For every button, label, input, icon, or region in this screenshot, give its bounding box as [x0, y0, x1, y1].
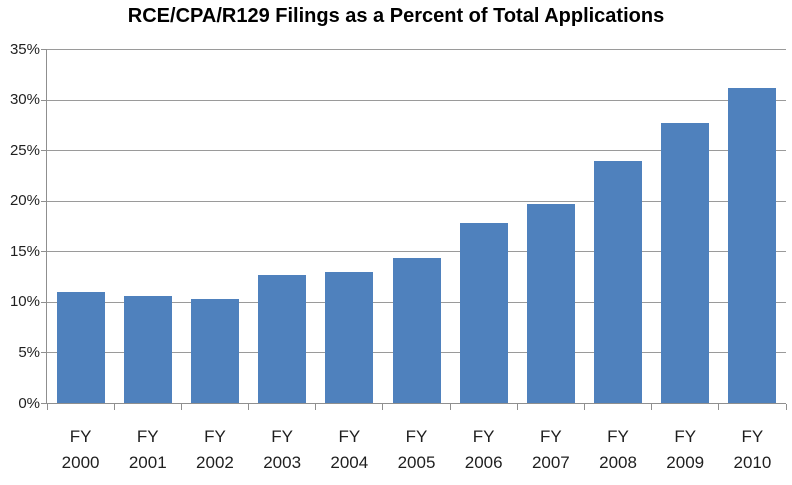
x-axis-tick	[516, 403, 518, 410]
y-axis-tick-label: 25%	[9, 141, 40, 159]
y-axis-tick	[41, 99, 47, 101]
x-axis-line	[46, 403, 786, 404]
y-axis-tick-label: 20%	[9, 192, 40, 210]
x-axis-tick	[449, 403, 451, 410]
y-axis-tick-label: 35%	[9, 40, 40, 58]
x-axis-tick-label-line: 2001	[128, 453, 167, 472]
bar-fy-2004	[325, 272, 374, 404]
y-axis-tick	[41, 301, 47, 303]
x-axis-tick-label-line: 2007	[531, 453, 570, 472]
x-axis-tick-label: FY 2003	[249, 424, 316, 476]
y-axis-tick	[41, 200, 47, 202]
x-axis-tick-label-line: FY	[674, 427, 697, 446]
x-axis-tick-label-line: FY	[607, 427, 629, 446]
x-axis-tick-label-line: FY	[405, 427, 428, 446]
y-gridline	[47, 251, 786, 253]
x-axis-tick-label-line: 2005	[397, 453, 436, 472]
bar-fy-2010	[728, 87, 777, 404]
y-axis-line	[46, 49, 47, 404]
y-axis-tick	[41, 352, 47, 354]
x-axis-tick-label: FY 2006	[450, 424, 517, 476]
x-axis-tick-label: FY 2009	[652, 424, 719, 476]
x-axis-tick-label: FY 2007	[517, 424, 584, 476]
bar-fy-2008	[594, 160, 643, 404]
bar-fy-2009	[661, 123, 710, 404]
x-axis-tick	[180, 403, 182, 410]
y-axis-tick-label: 15%	[9, 242, 40, 260]
y-axis-tick-label: 0%	[18, 394, 40, 412]
x-axis-tick-label-line: FY	[741, 427, 764, 446]
x-axis-tick-label-line: 2000	[61, 453, 100, 472]
bar-fy-2003	[258, 275, 307, 404]
y-axis-tick	[41, 251, 47, 253]
bar-fy-2005	[392, 257, 441, 404]
x-axis-tick-label-line: FY	[539, 427, 562, 446]
x-axis-tick	[718, 403, 720, 410]
x-axis-tick-label-line: FY	[204, 427, 226, 446]
bar-fy-2000	[56, 292, 105, 404]
x-axis-tick-label-line: 2009	[666, 453, 705, 472]
x-axis-tick-label: FY 2002	[181, 424, 248, 476]
x-axis-tick-label-line: FY	[271, 427, 293, 446]
x-axis-tick-label-line: FY	[69, 427, 92, 446]
y-gridline	[47, 150, 786, 152]
y-axis-tick	[41, 403, 47, 404]
bar-fy-2006	[459, 223, 508, 404]
y-gridline	[47, 99, 786, 101]
y-axis-tick	[41, 150, 47, 152]
y-gridline	[47, 200, 786, 202]
bar-fy-2001	[123, 296, 172, 404]
x-axis-tick-label-line: 2010	[733, 453, 772, 472]
x-axis-tick-label: FY 2005	[383, 424, 450, 476]
x-axis-tick	[248, 403, 250, 410]
y-axis-tick-label: 10%	[9, 293, 40, 311]
x-axis-tick-label-line: 2006	[464, 453, 503, 472]
x-axis-tick-label-line: 2003	[263, 453, 302, 472]
x-axis-tick	[46, 403, 48, 410]
y-axis-tick-label: 30%	[9, 91, 40, 109]
x-axis-tick	[583, 403, 585, 410]
x-axis-tick-label: FY 2008	[584, 424, 651, 476]
x-axis-tick	[315, 403, 317, 410]
y-axis-tick-label: 5%	[18, 343, 40, 361]
x-axis-tick-label: FY 2004	[316, 424, 383, 476]
x-axis-tick	[651, 403, 653, 410]
y-axis-tick	[41, 49, 47, 50]
bar-fy-2007	[526, 204, 575, 404]
x-axis-tick-label-line: FY	[472, 427, 495, 446]
x-axis-tick	[382, 403, 384, 410]
x-axis-tick-label: FY 2001	[114, 424, 181, 476]
x-axis-tick-label-line: FY	[136, 427, 159, 446]
bar-fy-2002	[190, 299, 239, 404]
y-gridline	[47, 49, 786, 50]
x-axis-tick	[785, 403, 787, 410]
x-axis-tick-label-line: FY	[338, 427, 361, 446]
x-axis-tick-label-line: 2004	[330, 453, 369, 472]
x-axis-tick-label-line: 2008	[599, 453, 637, 472]
x-axis-tick-label: FY 2000	[47, 424, 114, 476]
x-axis-tick-label-line: 2002	[196, 453, 234, 472]
x-axis-tick	[113, 403, 115, 410]
chart-title: RCE/CPA/R129 Filings as a Percent of Tot…	[127, 5, 665, 27]
x-axis-tick-label: FY 2010	[719, 424, 786, 476]
